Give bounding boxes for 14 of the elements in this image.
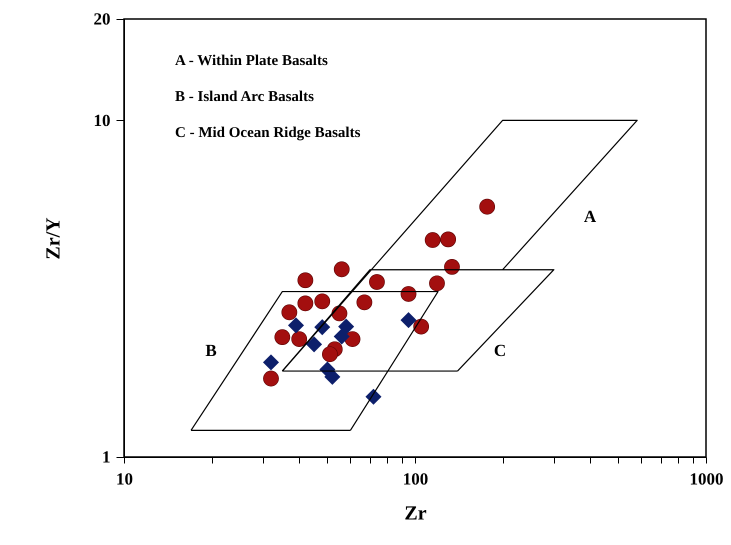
- y-axis-title: Zr/Y: [42, 216, 64, 260]
- x-axis-title: Zr: [404, 502, 427, 524]
- annotation: B: [205, 341, 217, 360]
- annotation: C - Mid Ocean Ridge Basalts: [175, 125, 361, 141]
- annotation: C: [494, 341, 506, 360]
- annotation: B - Island Arc Basalts: [175, 89, 314, 105]
- annotation: A - Within Plate Basalts: [175, 53, 328, 69]
- x-tick-label: 1000: [690, 470, 724, 488]
- y-tick-label: 1: [102, 448, 110, 466]
- x-tick-label: 100: [402, 470, 428, 488]
- y-tick-label: 20: [94, 10, 110, 28]
- annotation: A: [584, 207, 597, 226]
- x-tick-label: 10: [116, 470, 133, 488]
- y-tick-label: 10: [94, 110, 110, 130]
